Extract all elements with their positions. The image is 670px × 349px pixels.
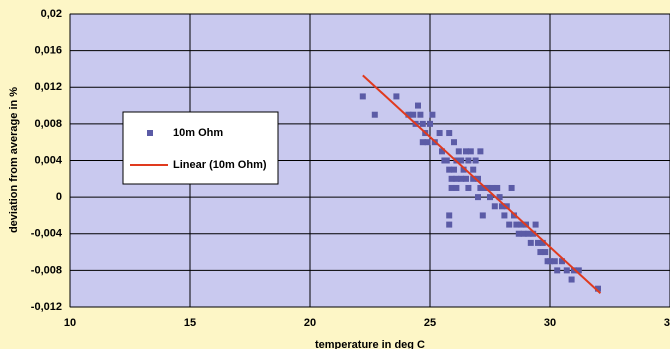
data-point	[405, 111, 412, 118]
x-tick-label: 30	[544, 317, 556, 329]
x-tick-label: 15	[184, 317, 196, 329]
data-point	[563, 267, 570, 274]
legend-label: 10m Ohm	[173, 127, 223, 139]
data-point	[415, 102, 421, 109]
data-point	[359, 93, 366, 100]
data-point	[520, 230, 527, 237]
data-point	[371, 111, 378, 118]
data-point	[494, 184, 501, 191]
data-point	[479, 212, 486, 219]
data-point	[465, 184, 472, 191]
data-point	[451, 139, 457, 146]
marks	[359, 74, 602, 295]
data-point	[477, 184, 484, 191]
data-point	[451, 166, 457, 173]
data-point	[535, 239, 541, 246]
data-point	[417, 111, 424, 118]
data-point	[410, 111, 417, 118]
data-point	[542, 249, 549, 256]
data-point	[551, 258, 558, 265]
data-point	[595, 285, 601, 292]
data-point	[393, 93, 400, 100]
y-tick-label: -0,008	[31, 264, 62, 276]
data-point	[475, 194, 481, 201]
data-point	[467, 148, 474, 155]
data-point	[439, 148, 445, 155]
y-tick-label: 0,008	[34, 118, 62, 130]
data-point	[443, 157, 450, 164]
data-point	[496, 194, 503, 201]
data-point	[539, 239, 546, 246]
data-point	[448, 184, 455, 191]
data-point	[472, 157, 479, 164]
y-tick-label: 0,016	[34, 45, 62, 57]
data-point	[527, 239, 534, 246]
data-point	[436, 130, 443, 137]
data-point	[446, 166, 453, 173]
data-point	[458, 175, 465, 182]
data-point	[446, 130, 453, 137]
x-tick-label: 25	[424, 317, 436, 329]
data-point	[458, 157, 465, 164]
y-tick-label: 0	[56, 191, 62, 203]
data-point	[460, 166, 467, 173]
data-point	[559, 258, 565, 265]
data-point	[453, 175, 460, 182]
data-point	[525, 230, 532, 237]
data-point	[506, 221, 513, 228]
trend-line	[362, 74, 602, 295]
legend-label: Linear (10m Ohm)	[173, 159, 267, 171]
y-axis-label: deviation from average in %	[8, 87, 20, 233]
y-tick-label: -0,004	[31, 228, 63, 240]
data-point	[501, 212, 508, 219]
data-point	[537, 249, 544, 256]
data-point	[575, 267, 582, 274]
data-point	[484, 184, 491, 191]
data-point	[446, 221, 453, 228]
x-axis-label: temperature in deg C	[315, 339, 425, 349]
data-point	[427, 120, 433, 127]
data-point	[470, 175, 477, 182]
data-point	[470, 166, 477, 173]
data-point	[463, 175, 469, 182]
x-tick-label: 20	[304, 317, 316, 329]
legend: 10m Ohm Linear (10m Ohm)	[122, 111, 279, 185]
legend-box	[122, 111, 279, 185]
data-point	[448, 175, 455, 182]
data-point	[424, 139, 431, 146]
data-point	[515, 230, 522, 237]
y-tick-label: -0,012	[31, 301, 62, 313]
x-tick-label: 35	[664, 317, 670, 329]
data-point	[499, 203, 505, 210]
y-tick-label: 0,004	[34, 154, 62, 166]
data-point	[475, 175, 481, 182]
data-point	[532, 221, 539, 228]
data-point	[463, 148, 469, 155]
data-point	[554, 267, 561, 274]
data-point	[547, 258, 553, 265]
data-point	[419, 120, 426, 127]
y-tick-label: 0,02	[41, 8, 62, 20]
data-point	[477, 148, 484, 155]
data-point	[513, 221, 520, 228]
data-point	[487, 194, 493, 201]
data-point	[530, 230, 537, 237]
x-tick-label: 10	[64, 317, 76, 329]
data-point	[465, 157, 472, 164]
data-point	[491, 203, 498, 210]
data-point	[446, 212, 453, 219]
data-point	[455, 148, 462, 155]
data-point	[453, 184, 460, 191]
legend-symbol	[147, 130, 153, 136]
data-point	[508, 184, 515, 191]
data-point	[568, 276, 575, 283]
data-point	[518, 221, 525, 228]
data-point	[511, 212, 517, 219]
data-point	[489, 184, 496, 191]
data-point	[429, 111, 436, 118]
data-point	[419, 139, 426, 146]
y-tick-label: 0,012	[34, 81, 62, 93]
